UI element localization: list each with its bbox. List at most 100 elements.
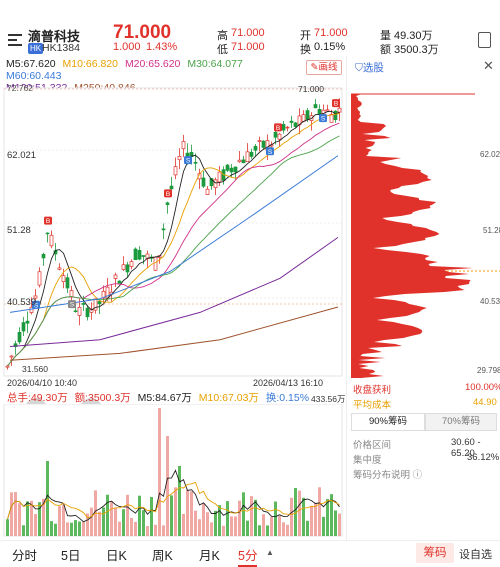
candle: [129, 261, 134, 267]
volume-ma-lines: [7, 469, 340, 523]
candle: [281, 124, 286, 131]
volume-ma-line: [7, 469, 340, 523]
chip-tab-70[interactable]: 70%筹码: [425, 413, 497, 431]
candle: [305, 110, 310, 120]
candle: [73, 310, 78, 312]
candle: [333, 110, 338, 120]
volume-bar: [238, 500, 241, 536]
ma-line: [7, 112, 340, 367]
candle: [337, 107, 342, 113]
volume-bar: [322, 516, 325, 536]
volume-bar: [10, 492, 13, 536]
candle: [93, 298, 98, 311]
volume-bar: [202, 503, 205, 536]
tab-daily[interactable]: 日K: [106, 549, 127, 563]
volume-bar: [102, 507, 105, 536]
volume-bar: [158, 408, 161, 536]
candle: [253, 145, 258, 151]
volume-bar: [210, 522, 213, 536]
candle: [113, 274, 118, 279]
volume-bar: [170, 495, 173, 536]
volume-bar: [122, 509, 125, 536]
candle: [237, 159, 242, 163]
candle: [285, 126, 290, 129]
trade-marker: [332, 99, 340, 108]
volume-bar: [30, 500, 33, 536]
kline-chart[interactable]: B S S B S S B S B: [0, 78, 346, 378]
candle: [169, 185, 174, 190]
candle: [61, 275, 66, 283]
chip-axis-51: 51.28: [483, 226, 500, 235]
menu-icon[interactable]: [8, 34, 22, 46]
tab-5day[interactable]: 5日: [61, 549, 81, 563]
trade-marker-text: S: [34, 302, 39, 309]
candle: [277, 133, 282, 140]
candle: [233, 166, 238, 173]
volume-bar: [134, 521, 137, 536]
volume-bar: [54, 523, 57, 536]
candle: [153, 256, 158, 271]
volume-bar: [74, 520, 77, 536]
candle: [77, 307, 82, 316]
add-watchlist-button[interactable]: 设自选: [459, 546, 492, 562]
help-icon: ⓘ: [412, 470, 423, 481]
candle: [217, 171, 222, 183]
candle: [101, 290, 106, 299]
trade-marker-text: B: [276, 125, 280, 132]
ma10-label: M10:66.820: [62, 58, 119, 70]
turnover-value: 0.15%: [314, 41, 346, 53]
chip-explain-link[interactable]: 筹码分布说明 ⓘ: [353, 467, 422, 481]
chip-axis-40: 40.539: [480, 297, 500, 306]
select-stock-button[interactable]: ⛉选股: [355, 60, 384, 75]
volume-bar: [98, 511, 101, 536]
landscape-icon[interactable]: [478, 32, 491, 48]
draw-line-button[interactable]: ✎画线: [306, 60, 342, 75]
caret-up-icon[interactable]: ▲: [266, 548, 274, 557]
volume-bar: [330, 494, 333, 536]
volume-total: 总手:49.30万: [7, 392, 68, 404]
candle: [49, 234, 54, 247]
candle: [293, 122, 298, 127]
candle: [33, 295, 38, 299]
volume-bar: [294, 488, 297, 536]
candle: [81, 303, 86, 305]
close-panel-icon[interactable]: ✕: [483, 58, 494, 73]
low-price-marker: 31.560: [22, 364, 48, 374]
avg-cost-label: 平均成本: [353, 400, 392, 411]
price-axis-62: 62.021: [7, 150, 37, 161]
candle: [37, 271, 42, 286]
candle: [229, 167, 234, 173]
tab-weekly[interactable]: 周K: [152, 549, 173, 563]
candle: [65, 277, 70, 289]
trade-marker-text: B: [166, 191, 170, 198]
volume-turnover: 换:0.15%: [265, 392, 310, 404]
tab-monthly[interactable]: 月K: [199, 549, 220, 563]
volume-bar: [18, 503, 21, 536]
volume-bar: [114, 507, 117, 536]
ma20-label: M20:65.620: [124, 58, 181, 70]
candle: [209, 178, 214, 187]
trade-marker: [44, 216, 52, 225]
volume-bar: [146, 525, 149, 536]
volume-bar: [66, 522, 69, 536]
volume-chart[interactable]: [0, 404, 346, 538]
chips-button[interactable]: 筹码: [416, 543, 454, 563]
candle: [17, 332, 22, 343]
volume-bar: [250, 496, 253, 536]
trade-marker: [319, 114, 327, 123]
ma-line: [9, 306, 339, 361]
volume-bar: [138, 495, 141, 536]
volume-bar: [78, 521, 81, 536]
volume-bar: [110, 501, 113, 536]
volume-bar: [106, 494, 109, 536]
volume-bar: [318, 487, 321, 536]
candle: [177, 156, 182, 161]
amount-label: 额: [380, 44, 391, 56]
trade-marker-text: B: [46, 218, 50, 225]
tab-intraday[interactable]: 分时: [12, 549, 38, 563]
volume-bar: [178, 466, 181, 536]
candle: [125, 264, 130, 273]
chip-tab-90[interactable]: 90%筹码: [351, 413, 425, 431]
price-axis-51: 51.28: [7, 225, 31, 236]
trade-markers: B S S B S S B S B: [32, 99, 340, 309]
